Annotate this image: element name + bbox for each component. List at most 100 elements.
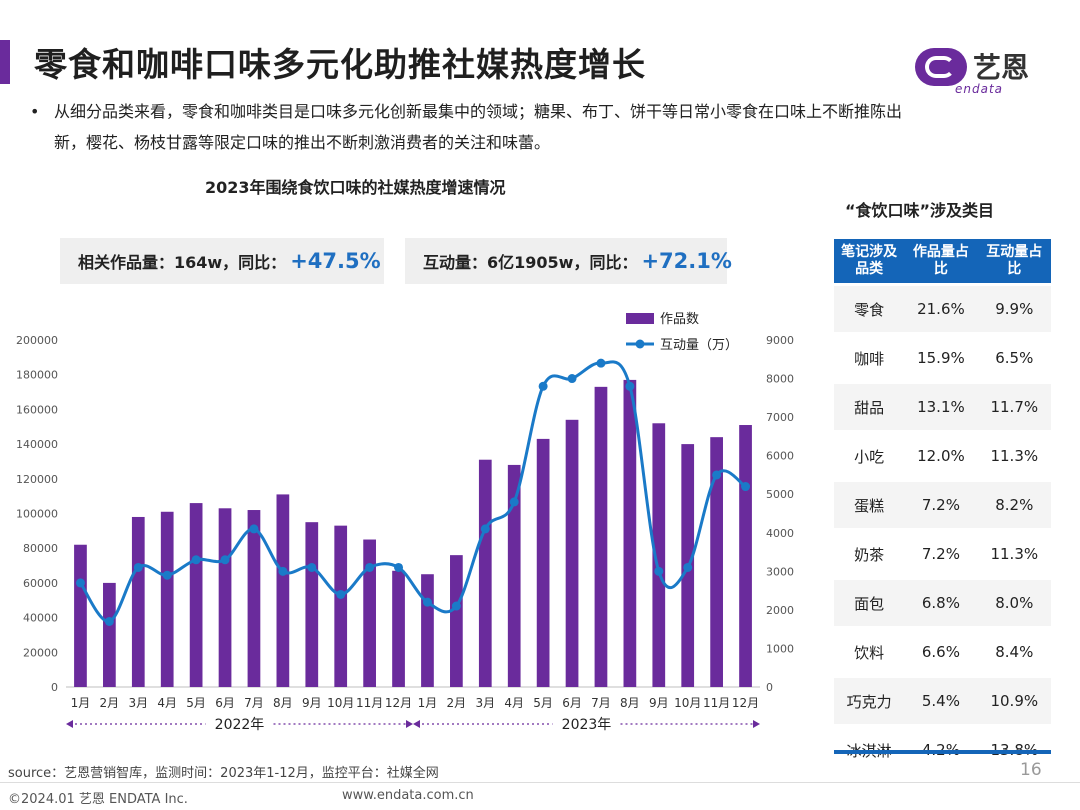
- interaction-stat-label: 互动量：6亿1905w，同比：: [423, 253, 638, 272]
- y-left-tick-label: 120000: [16, 473, 58, 486]
- endata-logo: 艺恩 endata: [915, 46, 1045, 96]
- legend-line-label: 互动量（万）: [660, 338, 738, 353]
- table-header-0: 笔记涉及品类: [834, 239, 905, 283]
- x-tick-label: 11月: [356, 696, 383, 710]
- legend-line-marker: [635, 339, 645, 349]
- line-point: [654, 566, 664, 576]
- x-tick-label: 12月: [732, 696, 759, 710]
- line-point: [104, 616, 114, 626]
- category-table-title: “食饮口味”涉及类目: [845, 201, 995, 220]
- x-tick-label: 9月: [302, 696, 322, 710]
- bar: [363, 539, 376, 687]
- table-cell: 8.0%: [977, 580, 1051, 626]
- works-stat-value: +47.5%: [290, 249, 381, 273]
- bar: [189, 503, 203, 687]
- line-point: [538, 381, 548, 391]
- x-tick-label: 4月: [504, 696, 524, 710]
- line-point: [712, 470, 722, 480]
- table-cell: 蛋糕: [834, 482, 905, 528]
- table-cell: 面包: [834, 580, 905, 626]
- bar: [160, 511, 174, 687]
- table-cell: 巧克力: [834, 678, 905, 724]
- table-row: 甜品 13.1% 11.7%: [834, 384, 1051, 430]
- page-number: 16: [1020, 760, 1042, 780]
- line-point: [741, 482, 751, 492]
- y-left-tick-label: 100000: [16, 508, 58, 521]
- line-point: [683, 562, 693, 572]
- line-point: [365, 562, 375, 572]
- table-cell: 11.3%: [977, 531, 1051, 577]
- x-tick-label: 6月: [562, 696, 582, 710]
- combo-chart: 0200004000060000800001000001200001400001…: [16, 312, 794, 733]
- x-tick-label: 1月: [71, 696, 91, 710]
- bar: [74, 544, 87, 687]
- table-cell: 饮料: [834, 629, 905, 675]
- table-cell: 9.9%: [977, 286, 1051, 332]
- bar: [507, 464, 521, 687]
- table-cell: 5.4%: [904, 678, 978, 724]
- table-cell: 咖啡: [834, 335, 905, 381]
- bar: [623, 379, 637, 687]
- x-tick-label: 9月: [649, 696, 669, 710]
- bar: [421, 574, 434, 687]
- logo-en-text: endata: [955, 82, 1004, 96]
- line-point: [480, 524, 490, 534]
- x-tick-label: 10月: [327, 696, 354, 710]
- y-left-tick-label: 160000: [16, 403, 58, 416]
- table-row: 零食 21.6% 9.9%: [834, 286, 1051, 332]
- table-row: 饮料 6.6% 8.4%: [834, 629, 1051, 675]
- title-accent-bar: [0, 40, 10, 84]
- bar: [565, 419, 579, 687]
- table-cell: 7.2%: [904, 531, 978, 577]
- line-point: [162, 570, 172, 580]
- table-cell: 11.3%: [977, 433, 1051, 479]
- x-tick-label: 2月: [447, 696, 467, 710]
- bar: [392, 570, 405, 687]
- table-header-2: 互动量占比: [977, 239, 1051, 283]
- bar: [594, 386, 608, 687]
- x-tick-label: 8月: [273, 696, 293, 710]
- x-tick-label: 8月: [620, 696, 640, 710]
- arrow-left-icon: [66, 720, 73, 728]
- line-point: [596, 358, 606, 368]
- table-cell: 21.6%: [904, 286, 978, 332]
- table-row: 蛋糕 7.2% 8.2%: [834, 482, 1051, 528]
- website-link[interactable]: www.endata.com.cn: [342, 788, 474, 803]
- bar: [247, 510, 261, 687]
- y-left-tick-label: 180000: [16, 369, 58, 382]
- interaction-stat-box: 互动量：6亿1905w，同比： +72.1%: [405, 238, 732, 284]
- legend-bar-swatch: [626, 313, 654, 324]
- table-header-1: 作品量占比: [904, 239, 978, 283]
- chart-title: 2023年围绕食饮口味的社媒热度增速情况: [205, 178, 506, 197]
- bar: [305, 522, 319, 687]
- table-cell: 11.7%: [977, 384, 1051, 430]
- y-right-tick-label: 5000: [766, 488, 794, 501]
- bar: [478, 459, 492, 687]
- table-cell: 6.6%: [904, 629, 978, 675]
- line-point: [307, 562, 317, 572]
- y-right-tick-label: 8000: [766, 373, 794, 386]
- bar: [334, 525, 348, 687]
- y-right-tick-label: 4000: [766, 527, 794, 540]
- table-cell: 8.2%: [977, 482, 1051, 528]
- table-cell: 小吃: [834, 433, 905, 479]
- x-tick-label: 6月: [215, 696, 235, 710]
- table-cell: 15.9%: [904, 335, 978, 381]
- bar: [218, 508, 232, 687]
- works-stat-box: 相关作品量：164w，同比： +47.5%: [60, 238, 384, 284]
- table-row: 小吃 12.0% 11.3%: [834, 433, 1051, 479]
- source-note: source：艺恩营销智库，监测时间：2023年1-12月，监控平台：社媒全网: [8, 766, 439, 781]
- y-right-tick-label: 3000: [766, 565, 794, 578]
- y-left-tick-label: 20000: [23, 646, 58, 659]
- y-left-tick-label: 140000: [16, 438, 58, 451]
- line-point: [394, 562, 404, 572]
- line-point: [75, 578, 85, 588]
- x-tick-label: 4月: [157, 696, 177, 710]
- line-point: [509, 497, 519, 507]
- x-tick-label: 11月: [703, 696, 730, 710]
- bar: [739, 425, 752, 687]
- table-row: 巧克力 5.4% 10.9%: [834, 678, 1051, 724]
- y-right-tick-label: 7000: [766, 411, 794, 424]
- line-point: [191, 555, 201, 565]
- year-group-label: 2022年: [215, 717, 265, 733]
